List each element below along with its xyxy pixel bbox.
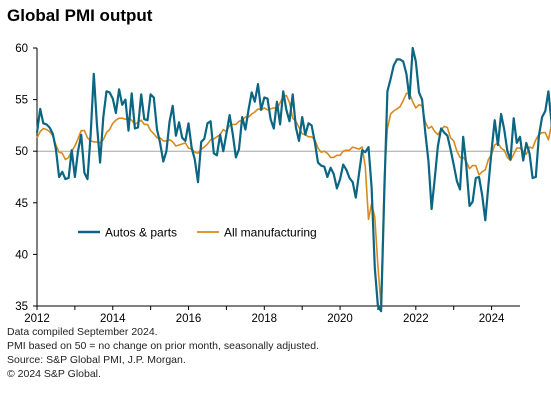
line-chart: 35 40 45 50 55 60 2012 2014 2016 2018 2020 2022 2024… <box>15 43 551 325</box>
x-tick-label: 2022 <box>403 313 429 325</box>
footnote-copyright: © 2024 S&P Global. <box>7 368 101 380</box>
y-tick-label: 35 <box>15 301 28 313</box>
series-line-autos-parts <box>35 46 551 313</box>
footnote-methodology: PMI based on 50 = no change on prior mon… <box>7 340 319 352</box>
x-tick-label: 2020 <box>327 313 353 325</box>
y-tick-label: 55 <box>15 95 28 107</box>
x-tick-label: 2024 <box>479 313 505 325</box>
legend: Autos & parts All manufacturing <box>78 226 317 240</box>
x-tick-label: 2018 <box>251 313 277 325</box>
series-lines <box>35 46 551 313</box>
y-tick-label: 60 <box>15 43 28 55</box>
footnotes: Data compiled September 2024. PMI based … <box>7 325 319 381</box>
y-tick-label: 50 <box>15 146 28 158</box>
x-tick-label: 2016 <box>176 313 202 325</box>
x-tick-label: 2012 <box>24 313 50 325</box>
chart-title: Global PMI output <box>7 6 153 25</box>
legend-label: Autos & parts <box>105 226 177 240</box>
footnote-source: Source: S&P Global PMI, J.P. Morgan. <box>7 354 186 366</box>
legend-label: All manufacturing <box>224 226 317 240</box>
y-tick-label: 40 <box>15 249 28 261</box>
y-tick-label: 45 <box>15 198 28 210</box>
axes: 35 40 45 50 55 60 2012 2014 2016 2018 2020 2022 2024 <box>15 43 520 325</box>
footnote-compiled: Data compiled September 2024. <box>7 326 158 338</box>
x-tick-label: 2014 <box>100 313 126 325</box>
